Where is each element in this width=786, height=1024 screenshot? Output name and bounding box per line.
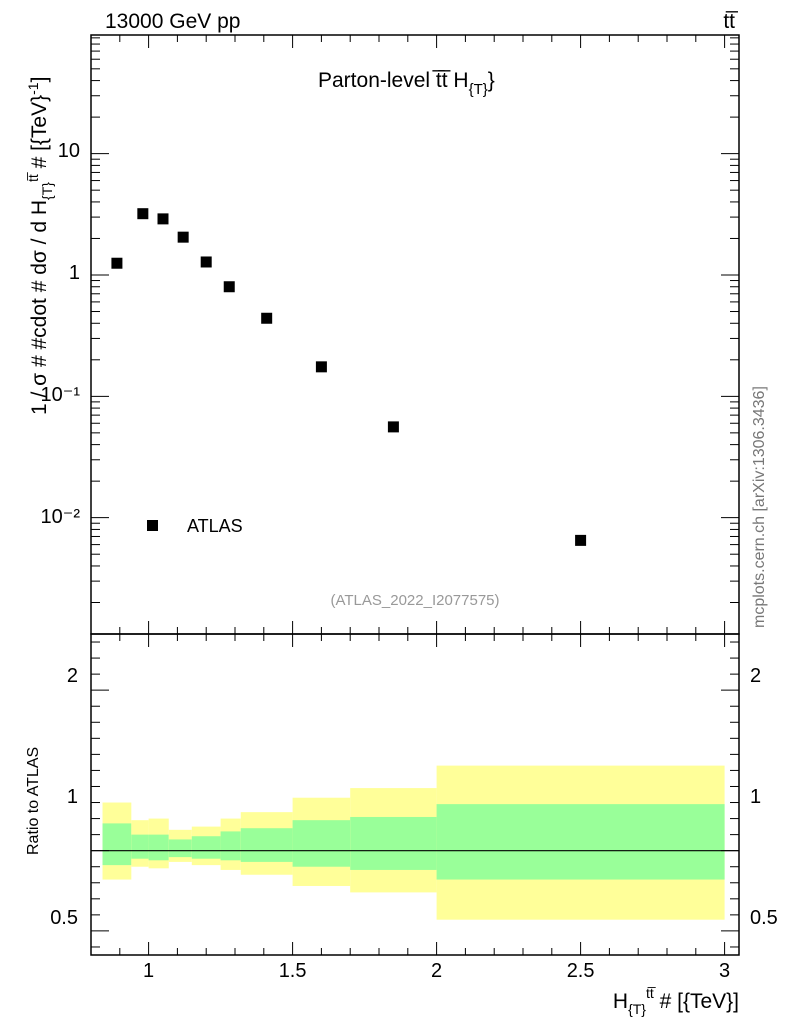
ratio-y-tick-label-right-0-5: 0.5 [750, 907, 778, 929]
main-y-label-sup2: -1 [25, 82, 41, 95]
data-point [177, 231, 189, 243]
main-axis-ticks [90, 35, 739, 634]
data-point [223, 281, 235, 293]
x-tick-label: 1.5 [279, 960, 307, 982]
x-axis-label: H{T}tt̅ # [{TeV}] [613, 985, 739, 1017]
main-y-tick-label-0-01: 10⁻² [41, 506, 81, 528]
main-y-axis-label: 1 / σ # #cdot # dσ / d H{T}tt̅ # [{TeV}-… [25, 77, 55, 415]
main-y-label-c: ] [28, 77, 51, 83]
inner-band [350, 816, 437, 870]
inner-band [240, 828, 293, 862]
ratio-y-tick-label-2: 2 [67, 665, 78, 687]
legend-marker [147, 520, 158, 531]
x-tick-label: 1 [143, 960, 154, 982]
main-data-points [111, 208, 587, 546]
main-y-label-a: 1 / σ # #cdot # dσ / d H [28, 200, 51, 415]
main-title-subscript: {T} [469, 81, 488, 98]
main-y-label-b: # [{TeV} [28, 95, 51, 174]
main-title-text: Parton-level t̅t̅ H [318, 69, 469, 92]
x-tick-labels: 1 1.5 2 2.5 3 [143, 960, 730, 982]
inner-band [191, 836, 221, 859]
ratio-y-tick-label-right-2: 2 [750, 665, 761, 687]
x-label-sup: tt̅ [646, 985, 657, 1001]
data-point [200, 256, 212, 268]
data-point [261, 312, 273, 324]
ratio-plot-frame [90, 633, 740, 956]
main-title: Parton-level t̅t̅ H{T}} [318, 69, 495, 98]
x-label-a: H [613, 990, 628, 1013]
ratio-y-tick-label-0-5: 0.5 [50, 907, 78, 929]
inner-band [102, 823, 132, 866]
x-tick-label: 3 [719, 960, 730, 982]
inner-band [292, 820, 351, 867]
header-left: 13000 GeV pp [105, 10, 240, 33]
inner-band [220, 831, 241, 861]
ratio-y-tick-label-right-1: 1 [750, 786, 761, 808]
main-y-tick-label-10: 10 [58, 140, 80, 162]
ratio-axis-ticks [90, 634, 739, 955]
inner-band [168, 839, 192, 858]
main-y-tick-label-1: 1 [69, 262, 80, 284]
data-point [315, 361, 327, 373]
legend-label: ATLAS [187, 516, 243, 536]
x-tick-label: 2.5 [567, 960, 595, 982]
inner-band [436, 804, 725, 880]
x-label-sub: {T} [628, 1001, 646, 1017]
main-title-tail: } [488, 69, 495, 92]
data-point [575, 534, 587, 546]
ratio-uncertainty-bands [102, 765, 725, 920]
x-tick-label: 2 [431, 960, 442, 982]
x-label-b: # [{TeV}] [654, 990, 739, 1013]
main-plot-frame [90, 34, 740, 635]
data-point [157, 213, 169, 225]
data-point [387, 421, 399, 433]
data-point [111, 257, 123, 269]
main-y-tick-label-0-1: 10⁻¹ [41, 384, 81, 406]
ratio-y-tick-label-1: 1 [67, 786, 78, 808]
main-y-label-sub: {T} [39, 182, 55, 200]
main-y-label-sup: tt̅ [25, 171, 41, 182]
analysis-watermark: (ATLAS_2022_I2077575) [330, 592, 499, 609]
ratio-y-axis-label: Ratio to ATLAS [25, 747, 42, 855]
side-label: mcplots.cern.ch [arXiv:1306.3436] [751, 386, 768, 628]
header-right: tt̅ [723, 10, 739, 33]
data-point [137, 208, 149, 220]
inner-band [148, 834, 169, 861]
inner-band [131, 834, 149, 859]
